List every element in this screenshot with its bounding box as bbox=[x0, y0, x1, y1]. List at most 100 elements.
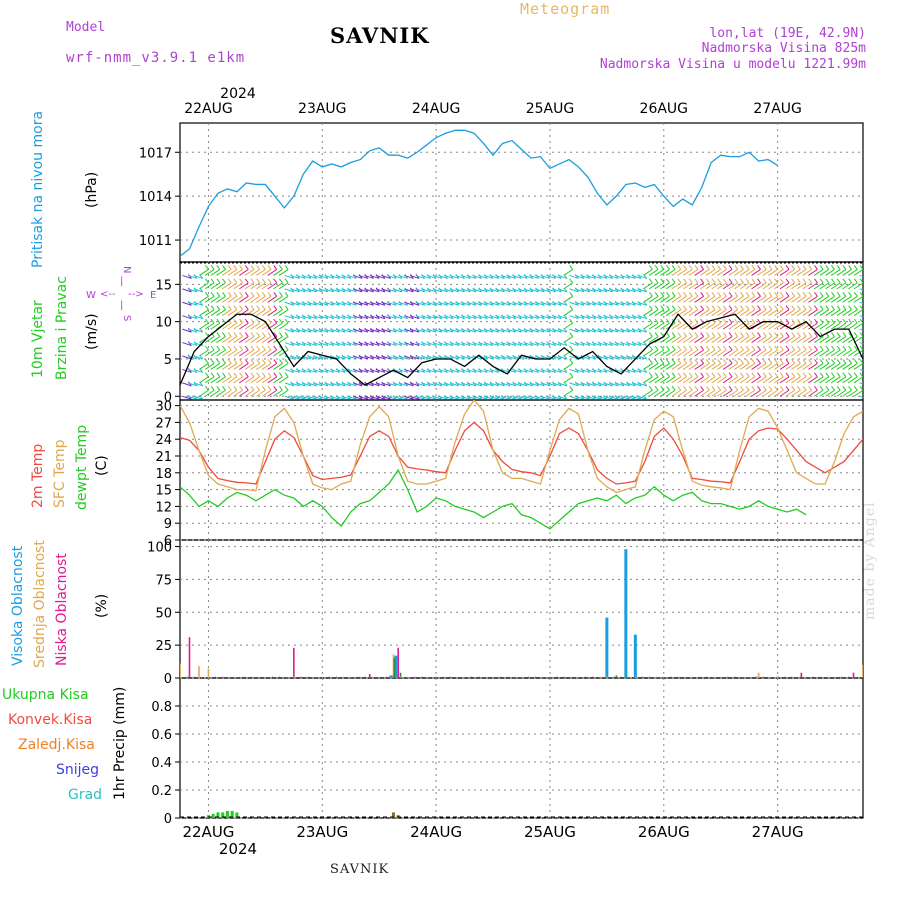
wind-barb bbox=[762, 282, 773, 290]
wind-barb bbox=[426, 355, 437, 360]
wind-barb-flag bbox=[222, 278, 226, 284]
wind-barb bbox=[358, 288, 368, 293]
wind-barb-flag bbox=[233, 359, 238, 364]
wind-barb bbox=[597, 395, 608, 400]
wind-barb bbox=[466, 342, 477, 347]
wind-barb bbox=[711, 336, 721, 343]
wind-barb bbox=[665, 269, 676, 276]
wind-barb-flag bbox=[757, 291, 761, 297]
wind-barb-flag bbox=[216, 359, 221, 364]
wind-barb-flag bbox=[762, 345, 767, 351]
wind-barb bbox=[620, 382, 630, 387]
wind-barb bbox=[552, 328, 562, 333]
wind-barb-flag bbox=[227, 305, 232, 311]
wind-barb bbox=[563, 322, 573, 330]
wind-barb bbox=[381, 328, 391, 333]
wind-barb bbox=[290, 382, 300, 387]
wind-barb bbox=[341, 288, 351, 293]
elevation-label: Nadmorska Visina 825m bbox=[701, 41, 866, 56]
y-tick-label: 0.2 bbox=[151, 784, 172, 799]
wind-barb-flag bbox=[671, 291, 676, 297]
wind-barb bbox=[631, 368, 642, 373]
wind-barb bbox=[734, 376, 744, 384]
wind-barb bbox=[825, 322, 835, 330]
wind-barb bbox=[187, 368, 198, 373]
wind-barb bbox=[341, 355, 351, 360]
wind-barb bbox=[688, 309, 699, 317]
wind-barb bbox=[421, 395, 431, 400]
wind-barb bbox=[574, 355, 585, 360]
wind-barb-flag bbox=[705, 332, 710, 337]
wind-barb bbox=[330, 274, 340, 279]
wind-barb bbox=[751, 389, 761, 397]
model-name: wrf-nmm_v3.9.1 e1km bbox=[66, 50, 246, 66]
wind-barb bbox=[825, 282, 835, 290]
wind-barb bbox=[352, 382, 363, 387]
wind-barb bbox=[580, 301, 590, 306]
wind-barb bbox=[512, 288, 522, 293]
wind-barb-flag bbox=[700, 318, 705, 324]
wind-barb bbox=[483, 342, 494, 347]
wind-barb bbox=[182, 368, 192, 373]
wind-barb-flag bbox=[842, 359, 847, 364]
wind-barb bbox=[626, 368, 636, 373]
wind-barb-flag bbox=[261, 305, 266, 311]
wind-barb-flag bbox=[239, 385, 243, 391]
wind-barb bbox=[603, 382, 613, 387]
wind-barb bbox=[347, 342, 357, 347]
wind-barb-flag bbox=[848, 318, 853, 324]
wind-barb-flag bbox=[745, 345, 750, 351]
wind-barb bbox=[489, 355, 499, 360]
precip-legend-label: Zaledj.Kisa bbox=[18, 737, 95, 753]
wind-barb bbox=[426, 315, 437, 320]
wind-barb bbox=[313, 395, 323, 400]
wind-barb bbox=[813, 376, 824, 384]
wind-barb bbox=[392, 274, 403, 279]
wind-barb bbox=[643, 336, 653, 343]
wind-barb-flag bbox=[848, 345, 853, 351]
wind-barb-flag bbox=[814, 372, 818, 378]
wind-compass: N S W E <-- --> | | bbox=[86, 266, 156, 321]
precip-legend-label: Grad bbox=[68, 787, 102, 803]
wind-barb bbox=[762, 336, 773, 343]
wind-barb bbox=[836, 309, 847, 317]
wind-barb bbox=[313, 274, 323, 279]
wind-barb bbox=[221, 282, 232, 290]
wind-barb-flag bbox=[244, 372, 249, 378]
wind-barb bbox=[449, 328, 460, 333]
compass-stem-up: | bbox=[120, 276, 123, 287]
wind-barb bbox=[455, 395, 465, 400]
wind-barb bbox=[728, 363, 739, 370]
wind-barb-flag bbox=[848, 291, 853, 297]
wind-barb bbox=[290, 342, 300, 347]
wind-barb bbox=[569, 301, 579, 306]
wind-barb bbox=[250, 376, 260, 384]
wind-barb bbox=[626, 355, 636, 360]
wind-barb-flag bbox=[648, 359, 653, 364]
wind-barb-flag bbox=[205, 359, 209, 364]
wind-barb-flag bbox=[757, 265, 761, 270]
wind-barb bbox=[648, 269, 659, 276]
wind-barb-flag bbox=[768, 345, 773, 351]
wind-barb bbox=[597, 342, 608, 347]
wind-barb bbox=[364, 382, 374, 387]
wind-barb bbox=[227, 376, 238, 384]
wind-barb bbox=[711, 363, 721, 370]
wind-barb-flag bbox=[814, 345, 818, 351]
wind-barb bbox=[461, 328, 471, 333]
wind-barb bbox=[802, 376, 813, 384]
wind-barb bbox=[853, 336, 863, 343]
wind-barb bbox=[256, 322, 266, 330]
wind-barb bbox=[284, 355, 294, 360]
wind-barb bbox=[187, 342, 198, 347]
wind-barb-flag bbox=[711, 305, 716, 311]
wind-barb bbox=[204, 322, 215, 330]
wind-barb bbox=[859, 382, 863, 385]
wind-barb-flag bbox=[745, 291, 750, 297]
wind-barb bbox=[432, 328, 442, 333]
wind-barb bbox=[449, 288, 460, 293]
wind-barb-flag bbox=[853, 305, 858, 311]
wind-barb bbox=[307, 368, 317, 373]
wind-barb-flag bbox=[717, 265, 722, 270]
wind-barb bbox=[756, 322, 767, 330]
